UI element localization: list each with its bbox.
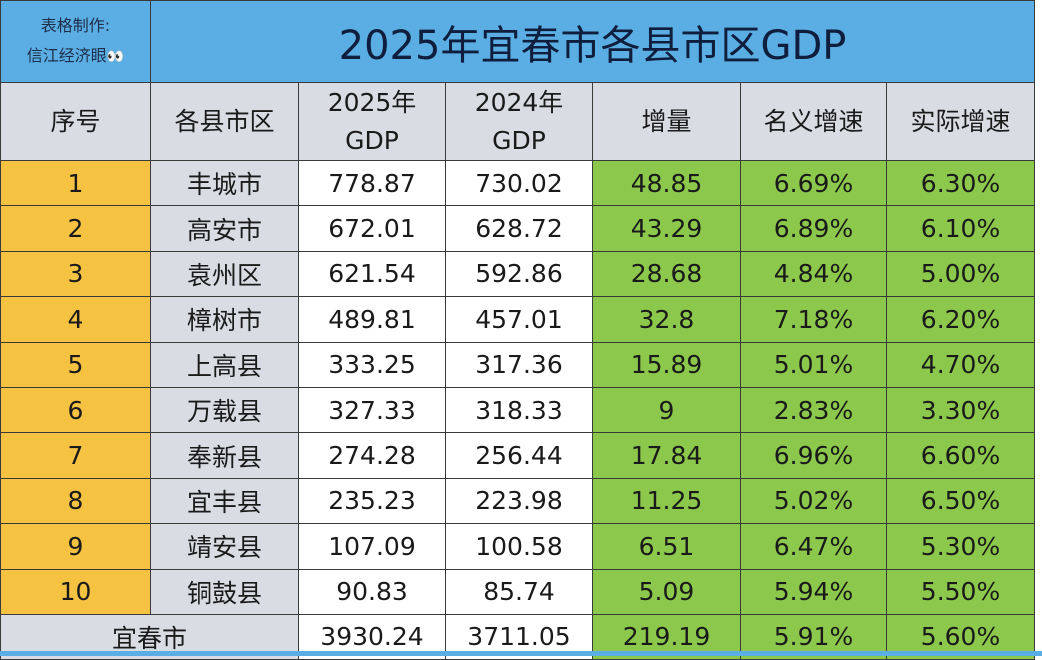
cell-increase: 28.68 (592, 250, 741, 298)
table-row: 2 高安市 672.01 628.72 43.29 6.89% 6.10% (0, 205, 1036, 252)
header-name: 各县市区 (150, 82, 299, 161)
table-row: 4 樟树市 489.81 457.01 32.8 7.18% 6.20% (0, 296, 1036, 343)
header-nominal: 名义增速 (740, 82, 887, 161)
cell-increase: 6.51 (592, 523, 741, 570)
table-row: 9 靖安县 107.09 100.58 6.51 6.47% 5.30% (0, 523, 1036, 570)
cell-gdp2025: 327.33 (298, 386, 446, 434)
cell-real: 3.30% (885, 386, 1036, 434)
cell-name: 宜丰县 (150, 477, 299, 525)
cell-gdp2024: 85.74 (445, 568, 593, 615)
cell-gdp2025: 489.81 (298, 296, 446, 343)
cell-name: 万载县 (150, 386, 299, 434)
cell-gdp2024: 223.98 (445, 477, 593, 525)
eyes-emoji-icon: 👀 (106, 49, 125, 65)
cell-gdp2024: 318.33 (445, 386, 593, 434)
header-rank: 序号 (0, 82, 151, 161)
cell-gdp2024: 592.86 (445, 250, 593, 298)
cell-increase: 43.29 (592, 205, 741, 252)
credit-line1: 表格制作: (40, 16, 111, 35)
cell-nominal: 5.01% (740, 341, 887, 388)
cell-gdp2025: 672.01 (298, 205, 446, 252)
cell-gdp2025: 621.54 (298, 250, 446, 298)
header-gdp2024-line1: 2024年 (474, 87, 564, 117)
cell-name: 铜鼓县 (150, 568, 299, 615)
cell-gdp2024: 317.36 (445, 341, 593, 388)
cell-rank: 5 (0, 341, 151, 388)
cell-real: 6.20% (885, 296, 1036, 343)
cell-gdp2024: 628.72 (445, 205, 593, 252)
cell-rank: 2 (0, 205, 151, 252)
cell-real: 6.60% (885, 432, 1036, 479)
cell-gdp2024: 457.01 (445, 296, 593, 343)
cell-name: 靖安县 (150, 523, 299, 570)
cell-gdp2024: 730.02 (445, 159, 593, 207)
cell-rank: 1 (0, 159, 151, 207)
cell-name: 樟树市 (150, 296, 299, 343)
cell-rank: 6 (0, 386, 151, 434)
cell-real: 6.30% (885, 159, 1036, 207)
cell-gdp2025: 235.23 (298, 477, 446, 525)
cell-nominal: 6.69% (740, 159, 887, 207)
cell-real: 5.50% (885, 568, 1036, 615)
credit-cell: 表格制作: 信江经济眼👀 (0, 0, 151, 83)
cell-rank: 4 (0, 296, 151, 343)
header-increase: 增量 (592, 82, 741, 161)
cell-gdp2025: 333.25 (298, 341, 446, 388)
cell-gdp2024: 100.58 (445, 523, 593, 570)
header-gdp2024-line2: GDP (492, 125, 546, 155)
cell-gdp2025: 778.87 (298, 159, 446, 207)
cell-name: 奉新县 (150, 432, 299, 479)
cell-rank: 8 (0, 477, 151, 525)
table-row: 7 奉新县 274.28 256.44 17.84 6.96% 6.60% (0, 432, 1036, 479)
cell-gdp2025: 107.09 (298, 523, 446, 570)
cell-nominal: 6.47% (740, 523, 887, 570)
cell-real: 5.30% (885, 523, 1036, 570)
table-row: 8 宜丰县 235.23 223.98 11.25 5.02% 6.50% (0, 477, 1036, 525)
credit-line2: 信江经济眼 (26, 46, 107, 65)
header-gdp2025-line2: GDP (345, 125, 399, 155)
cell-rank: 3 (0, 250, 151, 298)
cell-nominal: 7.18% (740, 296, 887, 343)
cell-increase: 11.25 (592, 477, 741, 525)
cell-rank: 9 (0, 523, 151, 570)
cell-gdp2025: 90.83 (298, 568, 446, 615)
cell-nominal: 5.02% (740, 477, 887, 525)
cell-increase: 9 (592, 386, 741, 434)
cell-name: 丰城市 (150, 159, 299, 207)
cell-nominal: 2.83% (740, 386, 887, 434)
table-row: 5 上高县 333.25 317.36 15.89 5.01% 4.70% (0, 341, 1036, 388)
cell-nominal: 5.94% (740, 568, 887, 615)
cell-gdp2025: 274.28 (298, 432, 446, 479)
header-gdp2024: 2024年 GDP (445, 82, 593, 161)
table-row: 3 袁州区 621.54 592.86 28.68 4.84% 5.00% (0, 250, 1036, 298)
cell-nominal: 4.84% (740, 250, 887, 298)
cell-name: 袁州区 (150, 250, 299, 298)
cell-real: 6.10% (885, 205, 1036, 252)
header-row: 序号 各县市区 2025年 GDP 2024年 GDP 增量 名义增速 实际增速 (0, 82, 1036, 161)
header-gdp2025-line1: 2025年 (327, 87, 417, 117)
cell-increase: 17.84 (592, 432, 741, 479)
cell-name: 上高县 (150, 341, 299, 388)
cell-name: 高安市 (150, 205, 299, 252)
cell-nominal: 6.96% (740, 432, 887, 479)
cell-increase: 32.8 (592, 296, 741, 343)
cell-nominal: 6.89% (740, 205, 887, 252)
table-row: 10 铜鼓县 90.83 85.74 5.09 5.94% 5.50% (0, 568, 1036, 615)
table-row: 6 万载县 327.33 318.33 9 2.83% 3.30% (0, 386, 1036, 434)
header-real: 实际增速 (885, 82, 1036, 161)
cell-real: 5.00% (885, 250, 1036, 298)
cell-gdp2024: 256.44 (445, 432, 593, 479)
header-gdp2025: 2025年 GDP (298, 82, 446, 161)
cell-real: 4.70% (885, 341, 1036, 388)
cell-rank: 10 (0, 568, 151, 615)
cell-real: 6.50% (885, 477, 1036, 525)
bottom-strip (0, 651, 1042, 656)
table-title: 2025年宜春市各县市区GDP (149, 0, 1036, 83)
cell-increase: 48.85 (592, 159, 741, 207)
cell-increase: 15.89 (592, 341, 741, 388)
cell-increase: 5.09 (592, 568, 741, 615)
cell-rank: 7 (0, 432, 151, 479)
table-row: 1 丰城市 778.87 730.02 48.85 6.69% 6.30% (0, 159, 1036, 207)
